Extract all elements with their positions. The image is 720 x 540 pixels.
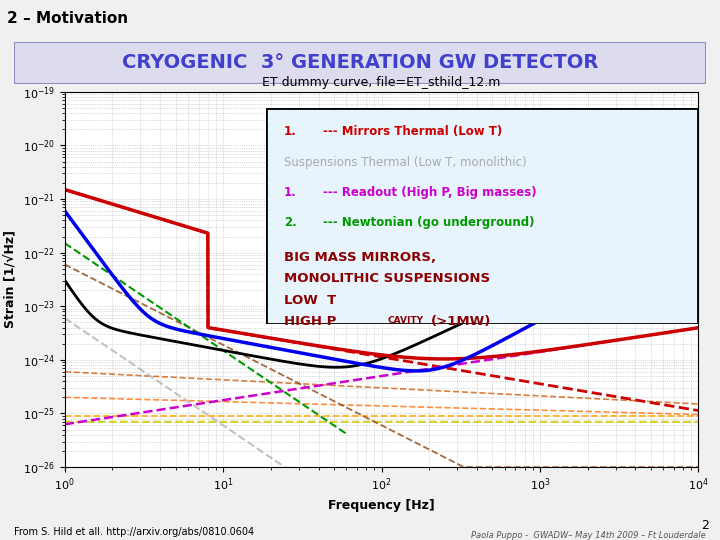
Text: --- Newtonian (go underground): --- Newtonian (go underground) [323, 216, 534, 229]
Text: From S. Hild et all. http://arxiv.org/abs/0810.0604: From S. Hild et all. http://arxiv.org/ab… [14, 527, 255, 537]
Text: 2 – Motivation: 2 – Motivation [7, 11, 128, 26]
Text: Suspensions Thermal (Low T, monolithic): Suspensions Thermal (Low T, monolithic) [284, 156, 526, 168]
Text: --- Readout (High P, Big masses): --- Readout (High P, Big masses) [323, 186, 536, 199]
Text: CAVITY: CAVITY [387, 316, 423, 326]
X-axis label: Frequency [Hz]: Frequency [Hz] [328, 499, 435, 512]
Text: 2: 2 [701, 519, 709, 532]
FancyBboxPatch shape [266, 108, 698, 324]
Text: BIG MASS MIRRORS,: BIG MASS MIRRORS, [284, 251, 436, 264]
Text: --- Mirrors Thermal (Low T): --- Mirrors Thermal (Low T) [323, 125, 502, 138]
Text: Paola Puppo -  GWADW– May 14th 2009 – Ft Louderdale: Paola Puppo - GWADW– May 14th 2009 – Ft … [471, 531, 706, 540]
Text: (>1MW): (>1MW) [431, 315, 491, 328]
Text: 1.: 1. [284, 186, 297, 199]
Title: ET dummy curve, file=ET_sthild_12.m: ET dummy curve, file=ET_sthild_12.m [262, 76, 501, 89]
FancyBboxPatch shape [14, 42, 706, 84]
Text: MONOLITHIC SUSPENSIONS: MONOLITHIC SUSPENSIONS [284, 272, 490, 285]
Text: CRYOGENIC  3° GENERATION GW DETECTOR: CRYOGENIC 3° GENERATION GW DETECTOR [122, 53, 598, 72]
Y-axis label: Strain [1/√Hz]: Strain [1/√Hz] [4, 231, 17, 328]
Text: 2.: 2. [284, 216, 297, 229]
Text: HIGH P: HIGH P [284, 315, 336, 328]
Text: LOW  T: LOW T [284, 294, 336, 307]
Text: 1.: 1. [284, 125, 297, 138]
